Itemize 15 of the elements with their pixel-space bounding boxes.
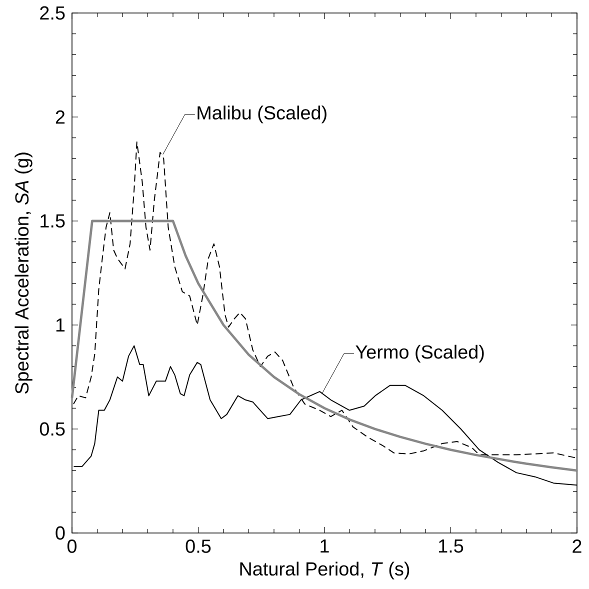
x-tick-label: 1.5 bbox=[439, 540, 464, 553]
y-tick-label: 1.5 bbox=[40, 214, 65, 228]
x-axis-title: Natural Period, T (s) bbox=[240, 562, 410, 580]
x-tick-label: 0 bbox=[67, 540, 77, 553]
x-tick-label: 0.5 bbox=[186, 540, 211, 553]
y-tick-label: 0.5 bbox=[40, 422, 65, 436]
y-axis-title: Spectral Acceleration, SA (g) bbox=[14, 152, 32, 394]
y-tick-label: 1 bbox=[56, 318, 65, 332]
annotation: Malibu (Scaled) bbox=[198, 106, 326, 124]
y-tick-label: 2.5 bbox=[40, 6, 65, 20]
y-tick-label: 0 bbox=[56, 526, 65, 540]
x-tick-label: 2 bbox=[572, 540, 582, 553]
x-tick-label: 1 bbox=[320, 540, 329, 553]
y-tick-label: 2 bbox=[56, 110, 65, 124]
annotation: Yermo (Scaled) bbox=[356, 344, 484, 362]
